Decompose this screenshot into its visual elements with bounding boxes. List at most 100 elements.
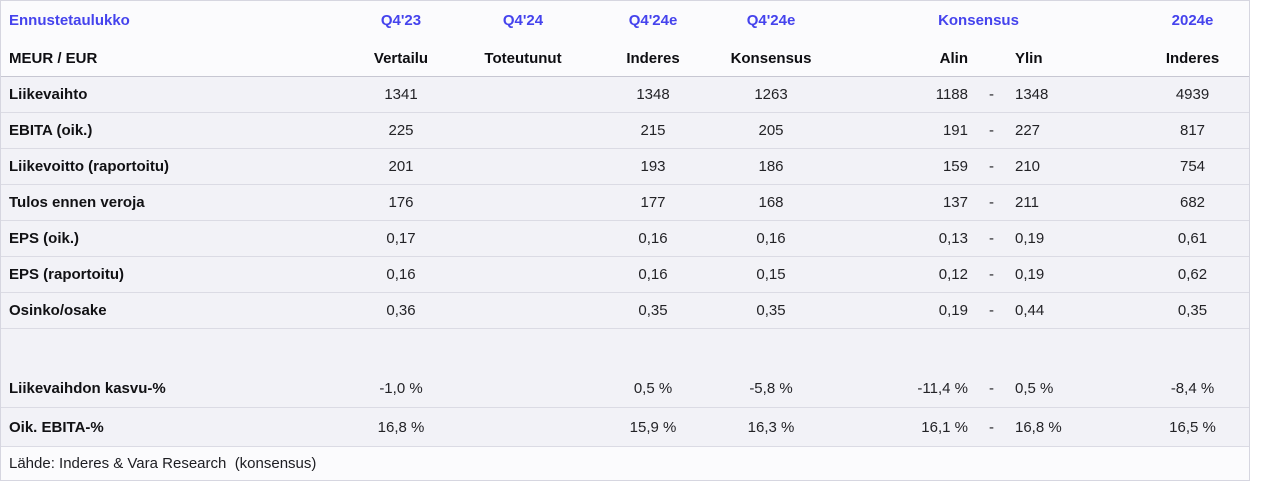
cell-range-dash: - xyxy=(989,122,994,139)
cell-ylin: 0,5 % xyxy=(1015,379,1054,397)
cell-alin: 137 xyxy=(942,194,968,211)
cell-konsensus: 0,15 xyxy=(756,266,786,283)
header-inderes: Inderes xyxy=(626,49,680,67)
cell-range-dash: - xyxy=(989,230,994,247)
cell-alin: 1188 xyxy=(935,86,968,103)
header-q424e-konsensus: Q4'24e xyxy=(746,12,796,29)
cell-ylin: 0,19 xyxy=(1015,230,1045,247)
table-row: EPS (oik.) 0,17 0,16 0,16 0,13 - 0,19 0,… xyxy=(1,221,1249,257)
cell-ylin: 1348 xyxy=(1015,86,1049,103)
cell-alin: -11,4 % xyxy=(917,379,968,397)
cell-vertailu: 0,17 xyxy=(386,230,416,247)
cell-2024e: 0,61 xyxy=(1177,230,1208,247)
cell-range-dash: - xyxy=(989,266,994,283)
cell-alin: 16,1 % xyxy=(921,418,968,436)
source-row: Lähde: Inderes & Vara Research (konsensu… xyxy=(1,447,1249,480)
cell-ylin: 0,44 xyxy=(1015,302,1045,319)
table-header-row-periods: Ennustetaulukko Q4'23 Q4'24 Q4'24e Q4'24… xyxy=(1,1,1249,40)
table-row: EPS (raportoitu) 0,16 0,16 0,15 0,12 - 0… xyxy=(1,257,1249,293)
cell-konsensus: 0,16 xyxy=(756,230,786,247)
header-q424: Q4'24 xyxy=(502,12,544,29)
cell-vertailu: -1,0 % xyxy=(379,379,423,397)
cell-konsensus: 16,3 % xyxy=(747,418,795,436)
header-2024e: 2024e xyxy=(1171,12,1214,29)
cell-vertailu: 225 xyxy=(388,122,414,139)
cell-alin: 0,19 xyxy=(938,302,968,319)
cell-2024e: 16,5 % xyxy=(1169,418,1216,436)
header-vertailu: Vertailu xyxy=(373,49,429,67)
header-q424e-inderes: Q4'24e xyxy=(628,12,678,29)
table-header-row-sources: MEUR / EUR Vertailu Toteutunut Inderes K… xyxy=(1,40,1249,77)
cell-range-dash: - xyxy=(989,158,994,175)
cell-alin: 0,13 xyxy=(938,230,968,247)
cell-2024e: 817 xyxy=(1179,122,1206,139)
header-q423: Q4'23 xyxy=(380,12,422,29)
cell-konsensus: 0,35 xyxy=(756,302,786,319)
cell-vertailu: 1341 xyxy=(384,86,418,103)
source-note: Lähde: Inderes & Vara Research (konsensu… xyxy=(9,455,317,472)
cell-inderes: 193 xyxy=(640,158,666,175)
cell-2024e: -8,4 % xyxy=(1170,379,1215,397)
cell-vertailu: 0,36 xyxy=(386,302,416,319)
row-label: Oik. EBITA-% xyxy=(9,418,104,436)
cell-konsensus: 168 xyxy=(758,194,784,211)
table-row: EBITA (oik.) 225 215 205 191 - 227 817 xyxy=(1,113,1249,149)
cell-vertailu: 0,16 xyxy=(386,266,416,283)
row-label: Osinko/osake xyxy=(9,302,107,319)
cell-alin: 159 xyxy=(942,158,968,175)
cell-konsensus: 205 xyxy=(758,122,784,139)
table-row: Tulos ennen veroja 176 177 168 137 - 211… xyxy=(1,185,1249,221)
row-label: Tulos ennen veroja xyxy=(9,194,145,211)
cell-vertailu: 176 xyxy=(388,194,414,211)
cell-ylin: 16,8 % xyxy=(1015,418,1062,436)
header-ylin: Ylin xyxy=(1015,49,1043,67)
cell-range-dash: - xyxy=(989,194,994,211)
cell-range-dash: - xyxy=(989,86,994,103)
row-label: EPS (oik.) xyxy=(9,230,80,247)
header-inderes-2024e: Inderes xyxy=(1165,49,1220,67)
cell-inderes: 0,35 xyxy=(638,302,668,319)
cell-inderes: 215 xyxy=(640,122,666,139)
cell-inderes: 15,9 % xyxy=(629,418,677,436)
cell-vertailu: 201 xyxy=(388,158,414,175)
unit-label: MEUR / EUR xyxy=(9,49,98,67)
cell-inderes: 0,5 % xyxy=(633,379,673,397)
row-label: Liikevoitto (raportoitu) xyxy=(9,158,169,175)
cell-range-dash: - xyxy=(989,302,994,319)
cell-inderes: 177 xyxy=(640,194,666,211)
row-label: EBITA (oik.) xyxy=(9,122,93,139)
table-row: Liikevaihto 1341 1348 1263 1188 - 1348 4… xyxy=(1,77,1249,113)
table-title: Ennustetaulukko xyxy=(9,12,130,29)
cell-inderes: 1348 xyxy=(636,86,670,103)
table-row: Osinko/osake 0,36 0,35 0,35 0,19 - 0,44 … xyxy=(1,293,1249,329)
cell-2024e: 682 xyxy=(1179,194,1206,211)
table-row: Liikevoitto (raportoitu) 201 193 186 159… xyxy=(1,149,1249,185)
cell-alin: 191 xyxy=(942,122,968,139)
table-body: Liikevaihto 1341 1348 1263 1188 - 1348 4… xyxy=(1,77,1249,447)
cell-ylin: 211 xyxy=(1015,194,1039,211)
row-label: Liikevaihdon kasvu-% xyxy=(9,379,166,397)
row-label: EPS (raportoitu) xyxy=(9,266,124,283)
header-alin: Alin xyxy=(939,49,968,67)
cell-range-dash: - xyxy=(989,418,994,436)
spacer-row xyxy=(1,329,1249,369)
cell-inderes: 0,16 xyxy=(638,230,668,247)
header-konsensus-group: Konsensus xyxy=(938,12,1019,29)
cell-2024e: 0,35 xyxy=(1177,302,1208,319)
cell-2024e: 4939 xyxy=(1175,86,1210,103)
table-row: Liikevaihdon kasvu-% -1,0 % 0,5 % -5,8 %… xyxy=(1,369,1249,408)
row-label: Liikevaihto xyxy=(9,86,88,103)
table-row: Oik. EBITA-% 16,8 % 15,9 % 16,3 % 16,1 %… xyxy=(1,408,1249,447)
cell-range-dash: - xyxy=(989,379,994,397)
cell-inderes: 0,16 xyxy=(638,266,668,283)
cell-2024e: 754 xyxy=(1179,158,1206,175)
cell-ylin: 227 xyxy=(1015,122,1041,139)
cell-2024e: 0,62 xyxy=(1177,266,1208,283)
header-toteutunut: Toteutunut xyxy=(484,49,562,67)
cell-konsensus: -5,8 % xyxy=(749,379,793,397)
cell-ylin: 210 xyxy=(1015,158,1041,175)
cell-alin: 0,12 xyxy=(938,266,968,283)
cell-vertailu: 16,8 % xyxy=(377,418,425,436)
